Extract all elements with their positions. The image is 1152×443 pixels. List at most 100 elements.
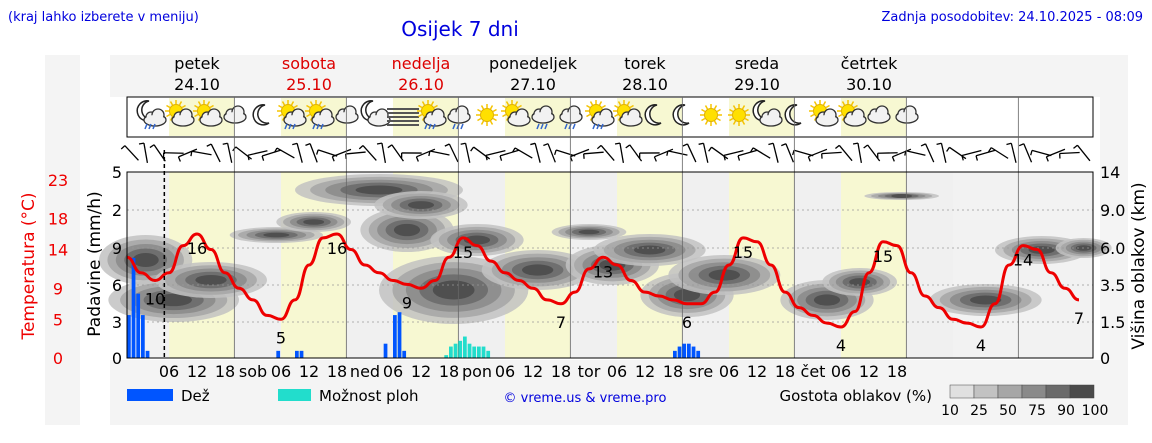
wind-barb-tick <box>987 147 992 153</box>
top-band <box>110 55 1100 97</box>
density-legend-title: Gostota oblakov (%) <box>779 387 932 405</box>
temperature-value-label: 5 <box>276 328 286 347</box>
wind-barb <box>838 144 853 162</box>
day-date: 27.10 <box>510 75 556 94</box>
wind-barb-tick <box>936 142 942 145</box>
sun-cloud-icon <box>837 100 867 127</box>
x-tick-label: 06 <box>831 362 851 381</box>
last-update: Zadnja posodobitev: 24.10.2025 - 08:09 <box>881 10 1143 25</box>
x-tick-label: tor <box>578 362 601 381</box>
wind-barb <box>949 146 967 160</box>
wind-barb-tick <box>1030 150 1033 156</box>
left-band <box>45 55 80 425</box>
temperature-value-label: 4 <box>836 336 846 355</box>
x-tick-label: 12 <box>411 362 431 381</box>
day-date: 29.10 <box>734 75 780 94</box>
wind-barb-tick <box>904 150 907 156</box>
shower-bar <box>449 346 453 358</box>
sun-cloud-icon <box>501 100 531 127</box>
cloud-blob <box>263 232 290 238</box>
credit-link[interactable]: © vreme.us & vreme.pro <box>504 391 667 406</box>
wind-barb <box>821 151 842 155</box>
wind-barb <box>1059 151 1080 155</box>
wind-barb-tick <box>698 142 704 145</box>
wind-barb-tick <box>749 147 754 153</box>
wind-barb-tick <box>138 142 145 145</box>
temperature-value-label: 6 <box>682 313 692 332</box>
temperature-value-label: 7 <box>1074 309 1084 328</box>
wind-barb <box>892 148 912 158</box>
legend-showers-label: Možnost ploh <box>319 387 419 405</box>
temperature-tick-label: 5 <box>53 310 63 329</box>
wind-barb-tick <box>261 155 265 161</box>
wind-barb-tick <box>781 143 787 147</box>
temperature-value-label: 14 <box>1013 251 1033 270</box>
wind-barb-tick <box>807 156 811 162</box>
wind-barb-tick <box>863 144 869 149</box>
wind-barb-tick <box>554 149 557 155</box>
rain-bar <box>127 315 131 358</box>
wind-barb <box>345 151 366 155</box>
shower-bar <box>458 340 463 358</box>
wind-barb <box>485 150 506 156</box>
rain-bar <box>691 346 696 358</box>
wind-barb-tick <box>682 143 688 147</box>
wind-barb-tick <box>358 145 364 150</box>
shower-bar <box>453 343 458 358</box>
wind-barb <box>362 145 377 161</box>
cloud-icon <box>867 105 891 124</box>
wind-barb <box>961 149 982 157</box>
cloud-icon <box>223 105 247 124</box>
temperature-value-label: 15 <box>733 243 753 262</box>
wind-barb <box>381 143 387 163</box>
x-tick-label: 18 <box>215 362 235 381</box>
cloud-height-tick-label: 14 <box>1100 163 1120 182</box>
wind-barb <box>940 143 947 163</box>
wind-barb <box>534 143 541 163</box>
x-tick-label: 18 <box>327 362 347 381</box>
wind-barb <box>772 143 779 163</box>
wind-barb-tick <box>708 146 713 152</box>
temperature-value-label: 4 <box>976 336 986 355</box>
moon-icon <box>784 104 802 126</box>
shower-bar <box>477 346 481 358</box>
page-title: Osijek 7 dni <box>401 17 519 41</box>
wind-barb-tick <box>835 144 840 150</box>
precipitation-tick-label: 5 <box>112 163 122 182</box>
x-tick-label: 12 <box>299 362 319 381</box>
cloud-blob <box>969 295 1002 305</box>
wind-barb <box>857 143 863 163</box>
rain-bar <box>696 350 701 358</box>
cloud-blob <box>813 294 841 306</box>
wind-barb <box>276 147 295 159</box>
temperature-value-label: 15 <box>453 243 473 262</box>
wind-barb-tick <box>415 156 419 162</box>
cloud-rain-icon <box>531 105 555 130</box>
cloud-height-tick-label: 3.5 <box>1100 276 1125 295</box>
temperature-axis-label: Temperatura (°C) <box>19 192 39 340</box>
cloud-blob <box>155 293 192 307</box>
temperature-tick-label: 23 <box>48 171 68 190</box>
menu-note[interactable]: (kraj lahko izberete v meniju) <box>8 10 199 25</box>
cloud-blob <box>432 280 475 300</box>
wind-barb-tick <box>723 155 726 161</box>
temperature-tick-label: 14 <box>48 241 68 260</box>
night-band <box>234 172 281 358</box>
wind-barb-tick <box>975 155 979 161</box>
wind-barb <box>210 143 221 163</box>
wind-barb-tick <box>946 146 950 152</box>
x-tick-label: 06 <box>383 362 403 381</box>
wind-barb-tick <box>305 143 311 147</box>
wind-barb-tick <box>1045 156 1049 162</box>
wind-barb <box>600 145 615 161</box>
wind-barb <box>555 149 576 157</box>
wind-barb <box>808 148 828 158</box>
wind-barb <box>514 147 533 159</box>
density-swatch <box>973 384 999 399</box>
shower-bar <box>486 350 491 358</box>
wind-barb <box>1023 143 1033 163</box>
night-band <box>906 172 953 358</box>
precipitation-tick-label: 9 <box>112 239 122 258</box>
wind-barb <box>547 143 556 163</box>
wind-barb <box>990 147 1009 159</box>
